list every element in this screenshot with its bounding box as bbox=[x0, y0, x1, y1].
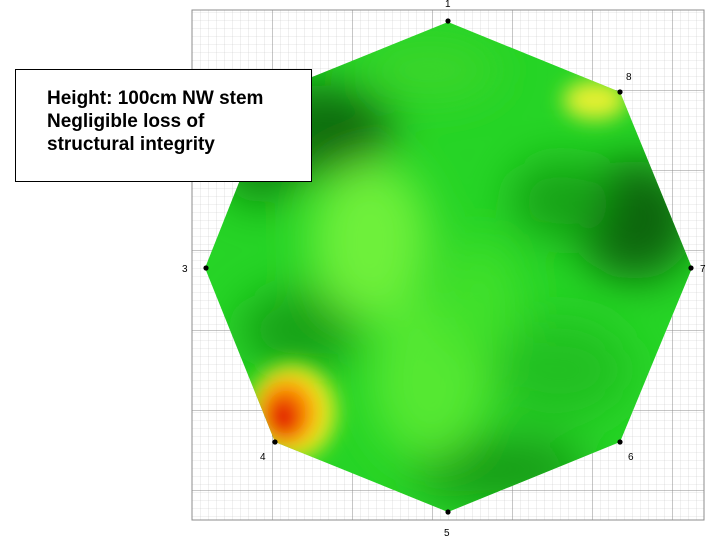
sensor-label-3: 3 bbox=[182, 264, 188, 275]
sensor-point-4 bbox=[272, 439, 278, 445]
sensor-label-1: 1 bbox=[445, 0, 451, 10]
sensor-label-6: 6 bbox=[628, 452, 634, 463]
caption-line-2: Negligible loss of bbox=[47, 111, 205, 132]
caption-line-3: structural integrity bbox=[47, 134, 215, 155]
sensor-point-3 bbox=[203, 265, 209, 271]
sensor-point-1 bbox=[445, 18, 451, 24]
sensor-label-5: 5 bbox=[444, 528, 450, 539]
sensor-markers: 1 7 8 3 4 5 6 bbox=[182, 0, 706, 539]
sensor-label-7: 7 bbox=[700, 264, 706, 275]
sensor-point-6 bbox=[617, 439, 623, 445]
caption-line-1: Height: 100cm NW stem bbox=[47, 88, 264, 109]
sensor-label-8: 8 bbox=[626, 72, 632, 83]
sensor-point-8 bbox=[617, 89, 623, 95]
caption-box: Height: 100cm NW stem Negligible loss of… bbox=[15, 69, 312, 182]
sensor-point-5 bbox=[445, 509, 451, 515]
sensor-label-4: 4 bbox=[260, 452, 266, 463]
sensor-point-7 bbox=[688, 265, 694, 271]
